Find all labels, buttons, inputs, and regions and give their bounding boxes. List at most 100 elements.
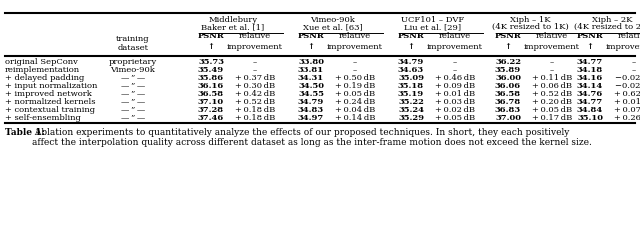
Text: 36.78: 36.78	[495, 98, 521, 106]
Text: 36.22: 36.22	[495, 58, 521, 66]
Text: 34.50: 34.50	[298, 82, 324, 90]
Text: 36.58: 36.58	[495, 90, 521, 98]
Text: 34.31: 34.31	[298, 74, 324, 82]
Text: –: –	[550, 66, 554, 74]
Text: + self-ensembling: + self-ensembling	[5, 114, 81, 122]
Text: –: –	[550, 58, 554, 66]
Text: + 0.26 dB: + 0.26 dB	[614, 114, 640, 122]
Text: 35.49: 35.49	[198, 66, 224, 74]
Text: 34.14: 34.14	[577, 82, 603, 90]
Text: 34.77: 34.77	[577, 58, 603, 66]
Text: — ” —: — ” —	[121, 82, 145, 90]
Text: + 0.09 dB: + 0.09 dB	[435, 82, 475, 90]
Text: 34.16: 34.16	[577, 74, 603, 82]
Text: −0.02 dB: −0.02 dB	[615, 82, 640, 90]
Text: −0.02 dB: −0.02 dB	[615, 74, 640, 82]
Text: 34.63: 34.63	[398, 66, 424, 74]
Text: + 0.14 dB: + 0.14 dB	[335, 114, 375, 122]
Text: + 0.17 dB: + 0.17 dB	[532, 114, 572, 122]
Text: Xue et al. [63]: Xue et al. [63]	[303, 23, 363, 31]
Text: UCF101 – DVF: UCF101 – DVF	[401, 16, 465, 24]
Text: Ablation experiments to quantitatively analyze the effects of our proposed techn: Ablation experiments to quantitatively a…	[32, 128, 592, 147]
Text: relative: relative	[536, 32, 568, 40]
Text: 35.86: 35.86	[198, 74, 224, 82]
Text: proprietary: proprietary	[109, 58, 157, 66]
Text: –: –	[253, 58, 257, 66]
Text: 34.84: 34.84	[577, 106, 603, 114]
Text: relative: relative	[239, 32, 271, 40]
Text: + 0.18 dB: + 0.18 dB	[235, 114, 275, 122]
Text: 35.29: 35.29	[398, 114, 424, 122]
Text: + 0.05 dB: + 0.05 dB	[435, 114, 475, 122]
Text: –: –	[632, 66, 636, 74]
Text: Vimeo-90k: Vimeo-90k	[111, 66, 156, 74]
Text: dataset: dataset	[118, 44, 148, 52]
Text: — ” —: — ” —	[121, 74, 145, 82]
Text: PSNR: PSNR	[577, 32, 604, 40]
Text: + 0.42 dB: + 0.42 dB	[235, 90, 275, 98]
Text: –: –	[453, 58, 457, 66]
Text: — ” —: — ” —	[121, 90, 145, 98]
Text: + 0.06 dB: + 0.06 dB	[532, 82, 572, 90]
Text: relative: relative	[339, 32, 371, 40]
Text: 34.97: 34.97	[298, 114, 324, 122]
Text: 34.76: 34.76	[577, 90, 603, 98]
Text: Baker et al. [1]: Baker et al. [1]	[202, 23, 264, 31]
Text: + contextual training: + contextual training	[5, 106, 95, 114]
Text: 34.18: 34.18	[577, 66, 603, 74]
Text: + 0.46 dB: + 0.46 dB	[435, 74, 475, 82]
Text: Liu et al. [29]: Liu et al. [29]	[404, 23, 461, 31]
Text: –: –	[353, 66, 357, 74]
Text: + 0.37 dB: + 0.37 dB	[235, 74, 275, 82]
Text: + 0.52 dB: + 0.52 dB	[235, 98, 275, 106]
Text: –: –	[632, 58, 636, 66]
Text: 36.00: 36.00	[495, 74, 521, 82]
Text: Xiph – 2K: Xiph – 2K	[592, 16, 632, 24]
Text: 34.55: 34.55	[298, 90, 324, 98]
Text: 36.06: 36.06	[495, 82, 521, 90]
Text: + 0.01 dB: + 0.01 dB	[435, 90, 475, 98]
Text: improvement: improvement	[606, 43, 640, 51]
Text: PSNR: PSNR	[298, 32, 324, 40]
Text: ↑: ↑	[307, 43, 314, 51]
Text: + 0.01 dB: + 0.01 dB	[614, 98, 640, 106]
Text: 35.10: 35.10	[577, 114, 603, 122]
Text: 35.22: 35.22	[398, 98, 424, 106]
Text: + 0.02 dB: + 0.02 dB	[435, 106, 475, 114]
Text: + 0.62 dB: + 0.62 dB	[614, 90, 640, 98]
Text: ↑: ↑	[586, 43, 593, 51]
Text: + 0.24 dB: + 0.24 dB	[335, 98, 375, 106]
Text: improvement: improvement	[427, 43, 483, 51]
Text: improvement: improvement	[227, 43, 283, 51]
Text: 35.24: 35.24	[398, 106, 424, 114]
Text: Vimeo-90k: Vimeo-90k	[310, 16, 355, 24]
Text: + 0.50 dB: + 0.50 dB	[335, 74, 375, 82]
Text: –: –	[453, 66, 457, 74]
Text: + 0.05 dB: + 0.05 dB	[335, 90, 375, 98]
Text: — ” —: — ” —	[121, 98, 145, 106]
Text: — ” —: — ” —	[121, 106, 145, 114]
Text: + 0.19 dB: + 0.19 dB	[335, 82, 375, 90]
Text: 35.18: 35.18	[398, 82, 424, 90]
Text: 34.79: 34.79	[298, 98, 324, 106]
Text: (4K resized to 2K): (4K resized to 2K)	[573, 23, 640, 31]
Text: reimplementation: reimplementation	[5, 66, 80, 74]
Text: + 0.52 dB: + 0.52 dB	[532, 90, 572, 98]
Text: 37.28: 37.28	[198, 106, 224, 114]
Text: 37.10: 37.10	[198, 98, 224, 106]
Text: 36.83: 36.83	[495, 106, 521, 114]
Text: PSNR: PSNR	[397, 32, 424, 40]
Text: –: –	[353, 58, 357, 66]
Text: + 0.18 dB: + 0.18 dB	[235, 106, 275, 114]
Text: + 0.30 dB: + 0.30 dB	[235, 82, 275, 90]
Text: 33.80: 33.80	[298, 58, 324, 66]
Text: training: training	[116, 35, 150, 43]
Text: 37.00: 37.00	[495, 114, 521, 122]
Text: 37.46: 37.46	[198, 114, 224, 122]
Text: 35.09: 35.09	[398, 74, 424, 82]
Text: ↑: ↑	[504, 43, 511, 51]
Text: 34.83: 34.83	[298, 106, 324, 114]
Text: PSNR: PSNR	[495, 32, 522, 40]
Text: + 0.05 dB: + 0.05 dB	[532, 106, 572, 114]
Text: –: –	[253, 66, 257, 74]
